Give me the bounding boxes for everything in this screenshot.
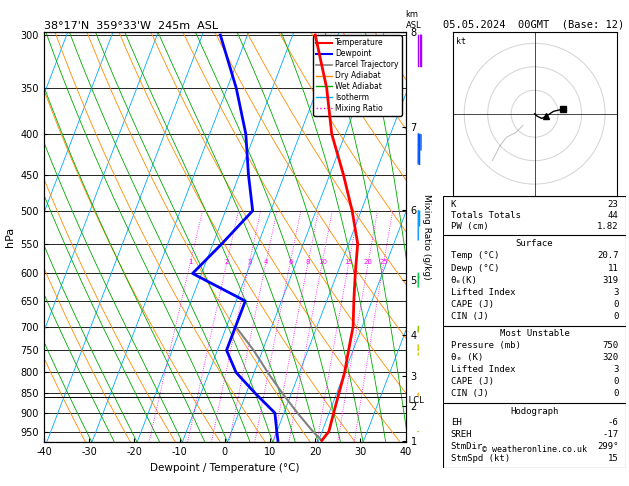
Text: CAPE (J): CAPE (J) (451, 300, 494, 309)
Text: StmSpd (kt): StmSpd (kt) (451, 454, 510, 463)
Text: 3: 3 (613, 365, 618, 374)
Text: Lifted Index: Lifted Index (451, 365, 515, 374)
Text: Hodograph: Hodograph (511, 407, 559, 416)
Text: -6: -6 (608, 418, 618, 427)
Text: -17: -17 (603, 430, 618, 439)
Text: 3: 3 (613, 288, 618, 297)
Text: 6: 6 (288, 259, 292, 265)
Text: © weatheronline.co.uk: © weatheronline.co.uk (482, 445, 587, 454)
Text: 319: 319 (603, 276, 618, 285)
Text: CAPE (J): CAPE (J) (451, 377, 494, 386)
Text: 05.05.2024  00GMT  (Base: 12): 05.05.2024 00GMT (Base: 12) (443, 19, 625, 29)
Y-axis label: hPa: hPa (5, 227, 15, 247)
Text: 1.82: 1.82 (597, 222, 618, 231)
X-axis label: Dewpoint / Temperature (°C): Dewpoint / Temperature (°C) (150, 463, 299, 473)
Y-axis label: Mixing Ratio (g/kg): Mixing Ratio (g/kg) (421, 194, 431, 280)
Text: θₑ (K): θₑ (K) (451, 353, 483, 363)
Text: 8: 8 (306, 259, 311, 265)
Text: 20: 20 (364, 259, 373, 265)
Text: K: K (451, 200, 456, 209)
Text: 11: 11 (608, 263, 618, 273)
Text: 23: 23 (608, 200, 618, 209)
Text: CIN (J): CIN (J) (451, 389, 488, 399)
Text: 0: 0 (613, 377, 618, 386)
Text: 0: 0 (613, 300, 618, 309)
Text: Totals Totals: Totals Totals (451, 211, 521, 220)
Text: 1: 1 (188, 259, 192, 265)
Text: 38°17'N  359°33'W  245m  ASL: 38°17'N 359°33'W 245m ASL (44, 21, 218, 31)
Text: SREH: SREH (451, 430, 472, 439)
Text: 4: 4 (264, 259, 269, 265)
Text: 20.7: 20.7 (597, 251, 618, 260)
Text: 750: 750 (603, 341, 618, 350)
Text: 25: 25 (379, 259, 388, 265)
Text: StmDir: StmDir (451, 442, 483, 451)
Text: Dewp (°C): Dewp (°C) (451, 263, 499, 273)
Text: Temp (°C): Temp (°C) (451, 251, 499, 260)
Text: 299°: 299° (597, 442, 618, 451)
Text: kt: kt (456, 36, 466, 46)
Text: θₑ(K): θₑ(K) (451, 276, 477, 285)
Text: Pressure (mb): Pressure (mb) (451, 341, 521, 350)
Legend: Temperature, Dewpoint, Parcel Trajectory, Dry Adiabat, Wet Adiabat, Isotherm, Mi: Temperature, Dewpoint, Parcel Trajectory… (313, 35, 402, 116)
Text: LCL: LCL (406, 396, 423, 405)
Text: 0: 0 (613, 312, 618, 321)
Text: 10: 10 (318, 259, 327, 265)
Text: 3: 3 (247, 259, 252, 265)
Text: 44: 44 (608, 211, 618, 220)
Text: km
ASL: km ASL (406, 10, 421, 30)
Text: 2: 2 (225, 259, 229, 265)
Text: Surface: Surface (516, 239, 554, 248)
Text: PW (cm): PW (cm) (451, 222, 488, 231)
Text: EH: EH (451, 418, 462, 427)
Text: CIN (J): CIN (J) (451, 312, 488, 321)
Text: Most Unstable: Most Unstable (499, 330, 570, 338)
Text: 15: 15 (608, 454, 618, 463)
Text: 0: 0 (613, 389, 618, 399)
Text: 320: 320 (603, 353, 618, 363)
Text: Lifted Index: Lifted Index (451, 288, 515, 297)
Text: 15: 15 (345, 259, 353, 265)
